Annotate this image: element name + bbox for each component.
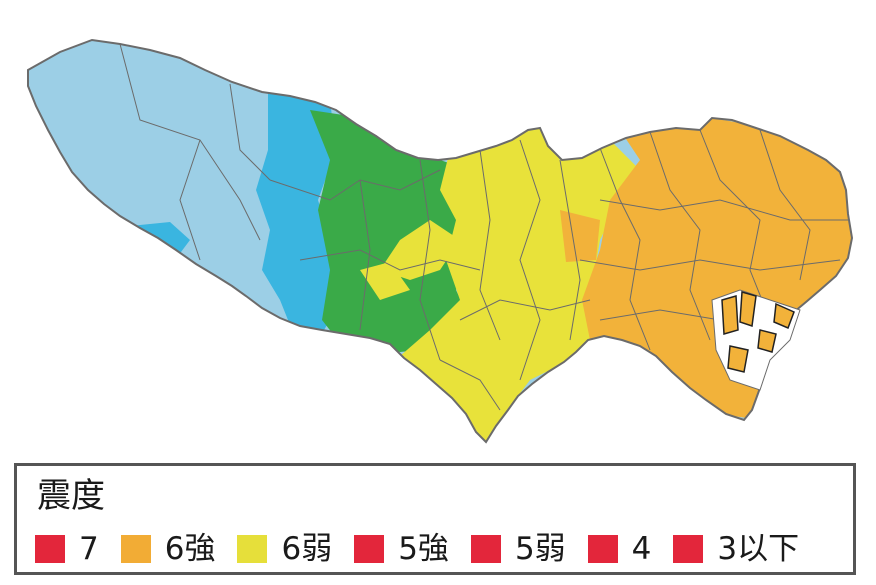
legend-item: 6弱 bbox=[237, 532, 332, 566]
legend-label: 5強 bbox=[398, 531, 449, 567]
square-swatch-icon bbox=[587, 535, 618, 563]
legend-item: 5強 bbox=[354, 532, 449, 566]
legend-label: 5弱 bbox=[514, 531, 566, 567]
bay-island bbox=[727, 345, 749, 373]
square-swatch-icon bbox=[120, 535, 151, 563]
legend-item: 4 bbox=[587, 531, 652, 567]
square-swatch-icon bbox=[237, 535, 268, 563]
bay-island bbox=[773, 302, 795, 329]
seismic-intensity-map bbox=[27, 39, 853, 443]
square-swatch-icon bbox=[35, 535, 65, 563]
legend-label: 4 bbox=[631, 531, 652, 567]
municipal-boundaries bbox=[119, 43, 848, 411]
legend-label: 3以下 bbox=[717, 531, 800, 567]
legend-label: 7 bbox=[79, 531, 99, 567]
zone-intensity-4 bbox=[130, 90, 336, 340]
zone-intensity-5-strong bbox=[360, 126, 640, 442]
legend-item: 7 bbox=[35, 532, 99, 566]
legend-box: 震度 7 6強 6弱 5強 5弱 4 3以下 bbox=[14, 463, 856, 575]
legend-items: 7 6強 6弱 5強 5弱 4 3以下 bbox=[35, 532, 821, 566]
bay-island bbox=[721, 295, 739, 335]
square-swatch-icon bbox=[354, 535, 385, 563]
tokyo-bay-landfill-islands bbox=[711, 289, 801, 391]
legend-item: 6強 bbox=[120, 531, 216, 567]
bay-island bbox=[739, 291, 757, 327]
bay-island bbox=[757, 329, 777, 353]
legend-label: 6弱 bbox=[281, 531, 333, 567]
legend-item: 5弱 bbox=[470, 531, 566, 567]
legend-title: 震度 bbox=[37, 476, 105, 516]
zone-intensity-6-weak bbox=[582, 118, 852, 420]
legend-item: 3以下 bbox=[673, 532, 799, 566]
legend-label: 6強 bbox=[164, 531, 216, 567]
square-swatch-icon bbox=[673, 535, 704, 563]
intensity-zones bbox=[28, 40, 852, 442]
zone-intensity-5-weak bbox=[310, 110, 470, 352]
square-swatch-icon bbox=[470, 535, 501, 563]
